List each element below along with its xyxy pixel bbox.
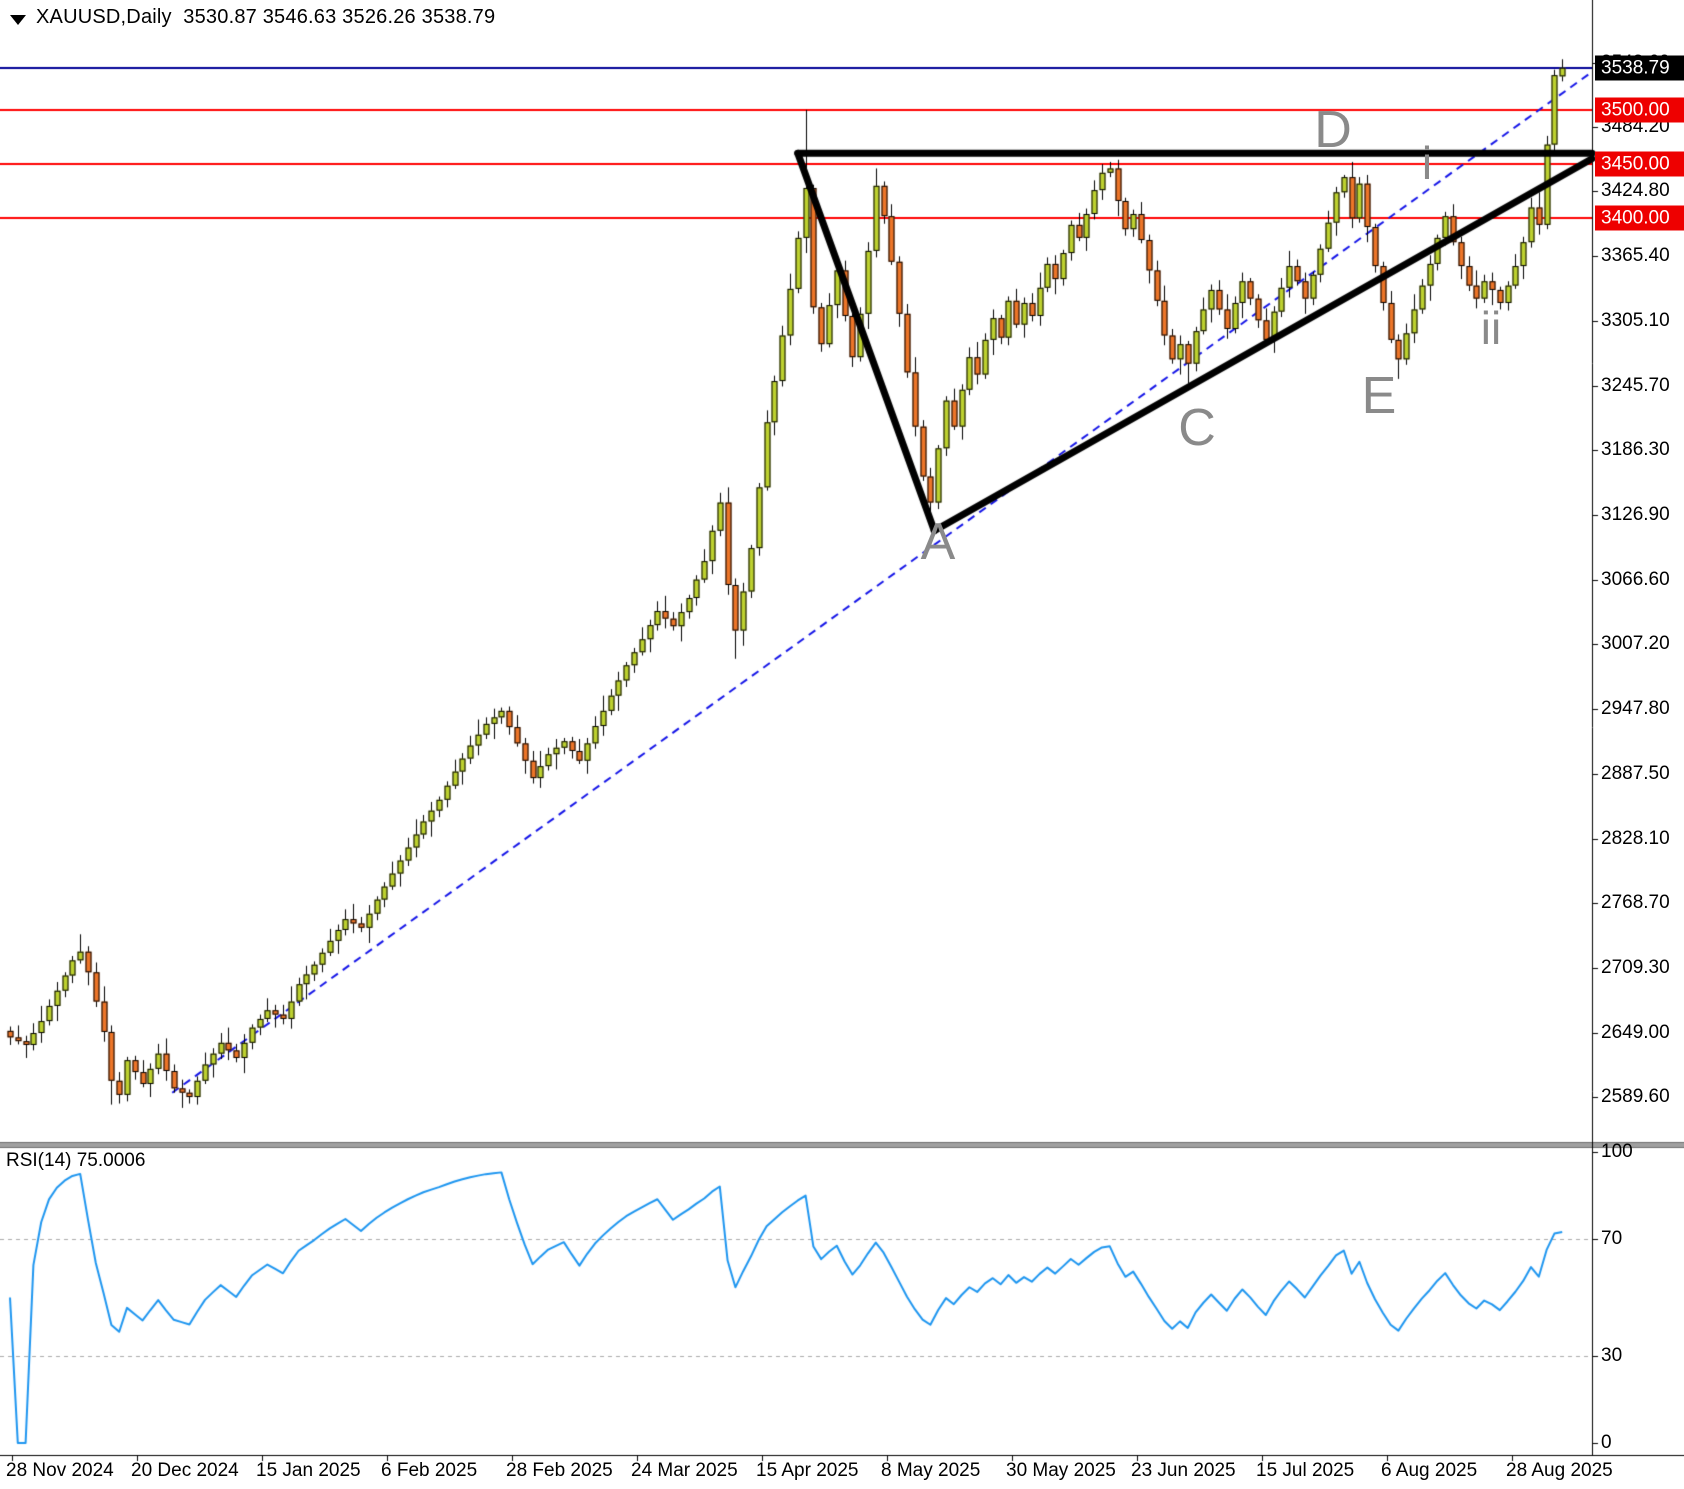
price-axis-tick-label: 2649.00: [1601, 1022, 1670, 1044]
title-bar: XAUUSD,Daily 3530.87 3546.63 3526.26 353…: [8, 6, 495, 29]
price-level-badge-3400: 3400.00: [1595, 205, 1684, 231]
price-axis-tick-label: 3305.10: [1601, 310, 1670, 332]
price-axis-tick-label: 3365.40: [1601, 244, 1670, 266]
price-axis-tick-label: 3066.60: [1601, 569, 1670, 590]
wave-label-i[interactable]: i: [1421, 137, 1433, 189]
date-axis-tick-label: 15 Jan 2025: [256, 1460, 361, 1481]
price-axis-tick-label: 2828.10: [1601, 827, 1670, 849]
price-level-badge-3450: 3450.00: [1595, 151, 1684, 177]
date-axis-tick-label: 6 Aug 2025: [1381, 1460, 1478, 1481]
wave-label-D[interactable]: D: [1314, 101, 1352, 159]
price-axis-tick-label: 2709.30: [1601, 956, 1670, 978]
wave-label-C[interactable]: C: [1178, 399, 1216, 457]
date-axis-tick-label: 8 May 2025: [881, 1460, 981, 1481]
price-axis-tick-label: 3186.30: [1601, 439, 1670, 461]
collapse-triangle-icon[interactable]: [10, 14, 26, 25]
date-axis-tick-label: 28 Nov 2024: [6, 1460, 114, 1481]
date-axis-tick-label: 28 Feb 2025: [506, 1460, 613, 1481]
price-axis-tick-label: 3126.90: [1601, 503, 1670, 525]
price-axis-tick-label: 2887.50: [1601, 763, 1670, 785]
date-axis-tick-label: 6 Feb 2025: [381, 1460, 478, 1481]
price-axis-tick-label: 3245.70: [1601, 374, 1670, 396]
rsi-axis-tick-label: 30: [1601, 1344, 1623, 1366]
price-axis-tick-label: 2768.70: [1601, 892, 1670, 914]
date-axis-tick-label: 15 Jul 2025: [1256, 1460, 1355, 1481]
current-price-badge: 3538.79: [1595, 55, 1684, 81]
rsi-axis-tick-label: 70: [1601, 1228, 1623, 1250]
price-axis-tick-label: 2947.80: [1601, 697, 1670, 719]
rsi-axis-tick-label: 100: [1601, 1141, 1633, 1162]
price-axis-tick-label: 3007.20: [1601, 633, 1670, 655]
wave-label-A[interactable]: A: [920, 513, 956, 571]
date-axis-tick-label: 15 Apr 2025: [756, 1460, 859, 1481]
wave-label-E[interactable]: E: [1361, 367, 1397, 425]
date-axis-tick-label: 24 Mar 2025: [631, 1460, 738, 1481]
date-axis-tick-label: 30 May 2025: [1006, 1460, 1116, 1481]
date-axis-tick-label: 28 Aug 2025: [1506, 1460, 1613, 1481]
date-axis-tick-label: 23 Jun 2025: [1131, 1460, 1236, 1481]
price-axis-tick-label: 3424.80: [1601, 180, 1670, 202]
wave-label-ii[interactable]: ii: [1480, 302, 1502, 354]
rsi-axis-tick-label: 0: [1601, 1432, 1612, 1453]
price-axis-tick-label: 2589.60: [1601, 1086, 1670, 1108]
price-level-badge-3500: 3500.00: [1595, 97, 1684, 123]
chart-title: XAUUSD,Daily 3530.87 3546.63 3526.26 353…: [36, 6, 496, 28]
rsi-indicator-label: RSI(14) 75.0006: [6, 1150, 146, 1171]
date-axis-tick-label: 20 Dec 2024: [131, 1460, 239, 1481]
